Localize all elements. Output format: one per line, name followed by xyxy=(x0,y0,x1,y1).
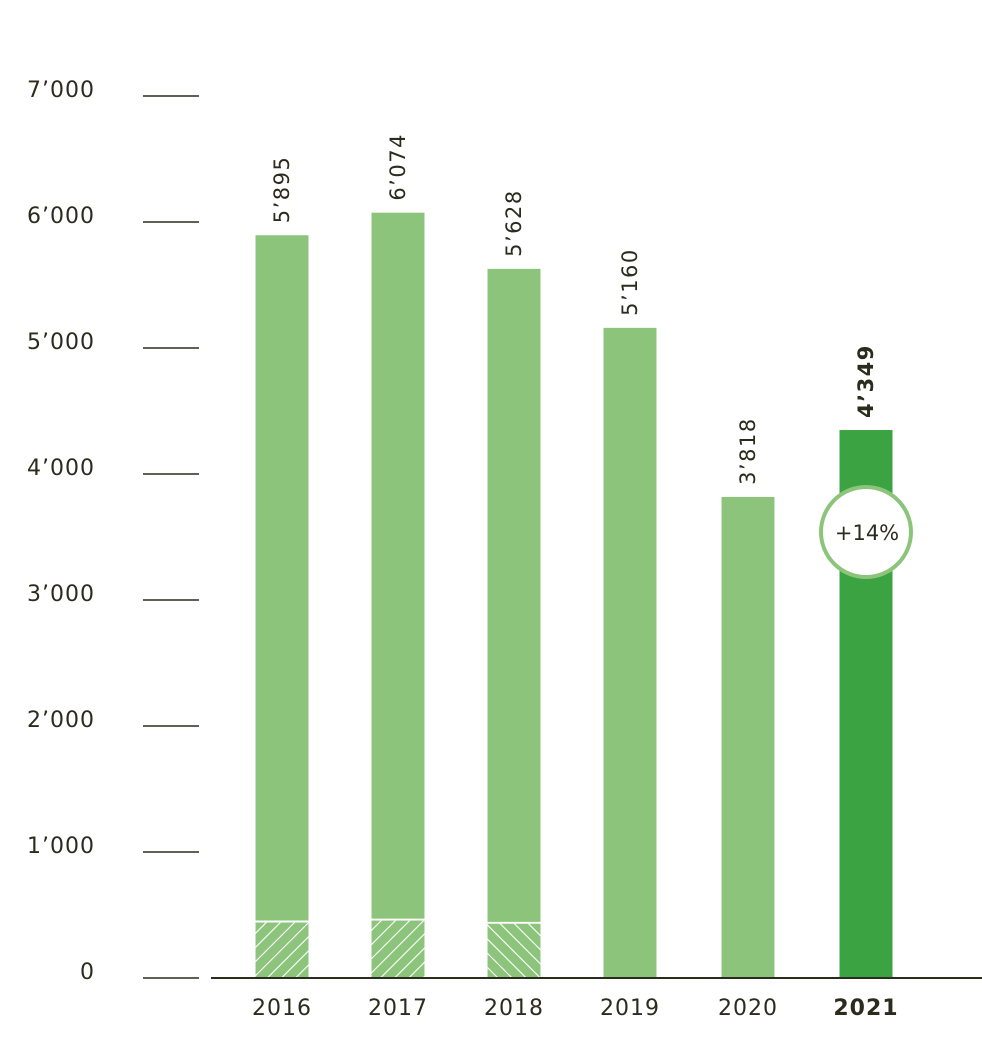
y-tick-label: 0 xyxy=(80,960,95,985)
change-badge-circle xyxy=(819,485,913,579)
change-badge-label: +14% xyxy=(835,521,899,545)
x-tick-label-2018: 2018 xyxy=(484,996,544,1021)
y-tick-label: 1’000 xyxy=(27,834,95,859)
y-axis-ticks: 0 1’000 2’000 3’000 4’000 5’000 6’000 7’000 xyxy=(27,78,95,985)
x-tick-label-2020: 2020 xyxy=(718,996,778,1021)
bar-2016 xyxy=(255,235,309,979)
x-tick-label-2016: 2016 xyxy=(252,996,312,1021)
y-tick-label: 4’000 xyxy=(27,456,95,481)
hatched-segment-2016 xyxy=(255,922,309,978)
y-tick-label: 6’000 xyxy=(27,204,95,229)
value-label-2021: 4’349 xyxy=(854,344,878,418)
value-label-2019: 5’160 xyxy=(618,248,642,316)
value-label-2016: 5’895 xyxy=(270,156,294,224)
value-label-2020: 3’818 xyxy=(736,417,760,485)
value-labels: 5’895 6’074 5’628 5’160 3’818 4’349 xyxy=(270,133,878,485)
value-label-2017: 6’074 xyxy=(386,133,410,201)
bar-2020 xyxy=(721,496,775,978)
bar-2018 xyxy=(487,268,541,978)
y-tick-label: 7’000 xyxy=(27,78,95,103)
hatched-segment-2018 xyxy=(487,923,541,978)
x-tick-label-2017: 2017 xyxy=(368,996,428,1021)
value-label-2018: 5’628 xyxy=(502,189,526,257)
change-badge: +14% xyxy=(819,485,913,579)
bar-2019 xyxy=(603,327,657,979)
hatched-segment-2017 xyxy=(371,920,425,978)
y-tick-label: 2’000 xyxy=(27,708,95,733)
bars xyxy=(255,212,893,979)
y-tick-label: 5’000 xyxy=(27,330,95,355)
x-tick-label-2021: 2021 xyxy=(833,996,898,1021)
y-tick-label: 3’000 xyxy=(27,582,95,607)
x-axis-ticks: 2016 2017 2018 2019 2020 2021 xyxy=(252,996,898,1021)
x-tick-label-2019: 2019 xyxy=(600,996,660,1021)
y-gridlines xyxy=(143,95,199,979)
bar-2017 xyxy=(371,212,425,978)
